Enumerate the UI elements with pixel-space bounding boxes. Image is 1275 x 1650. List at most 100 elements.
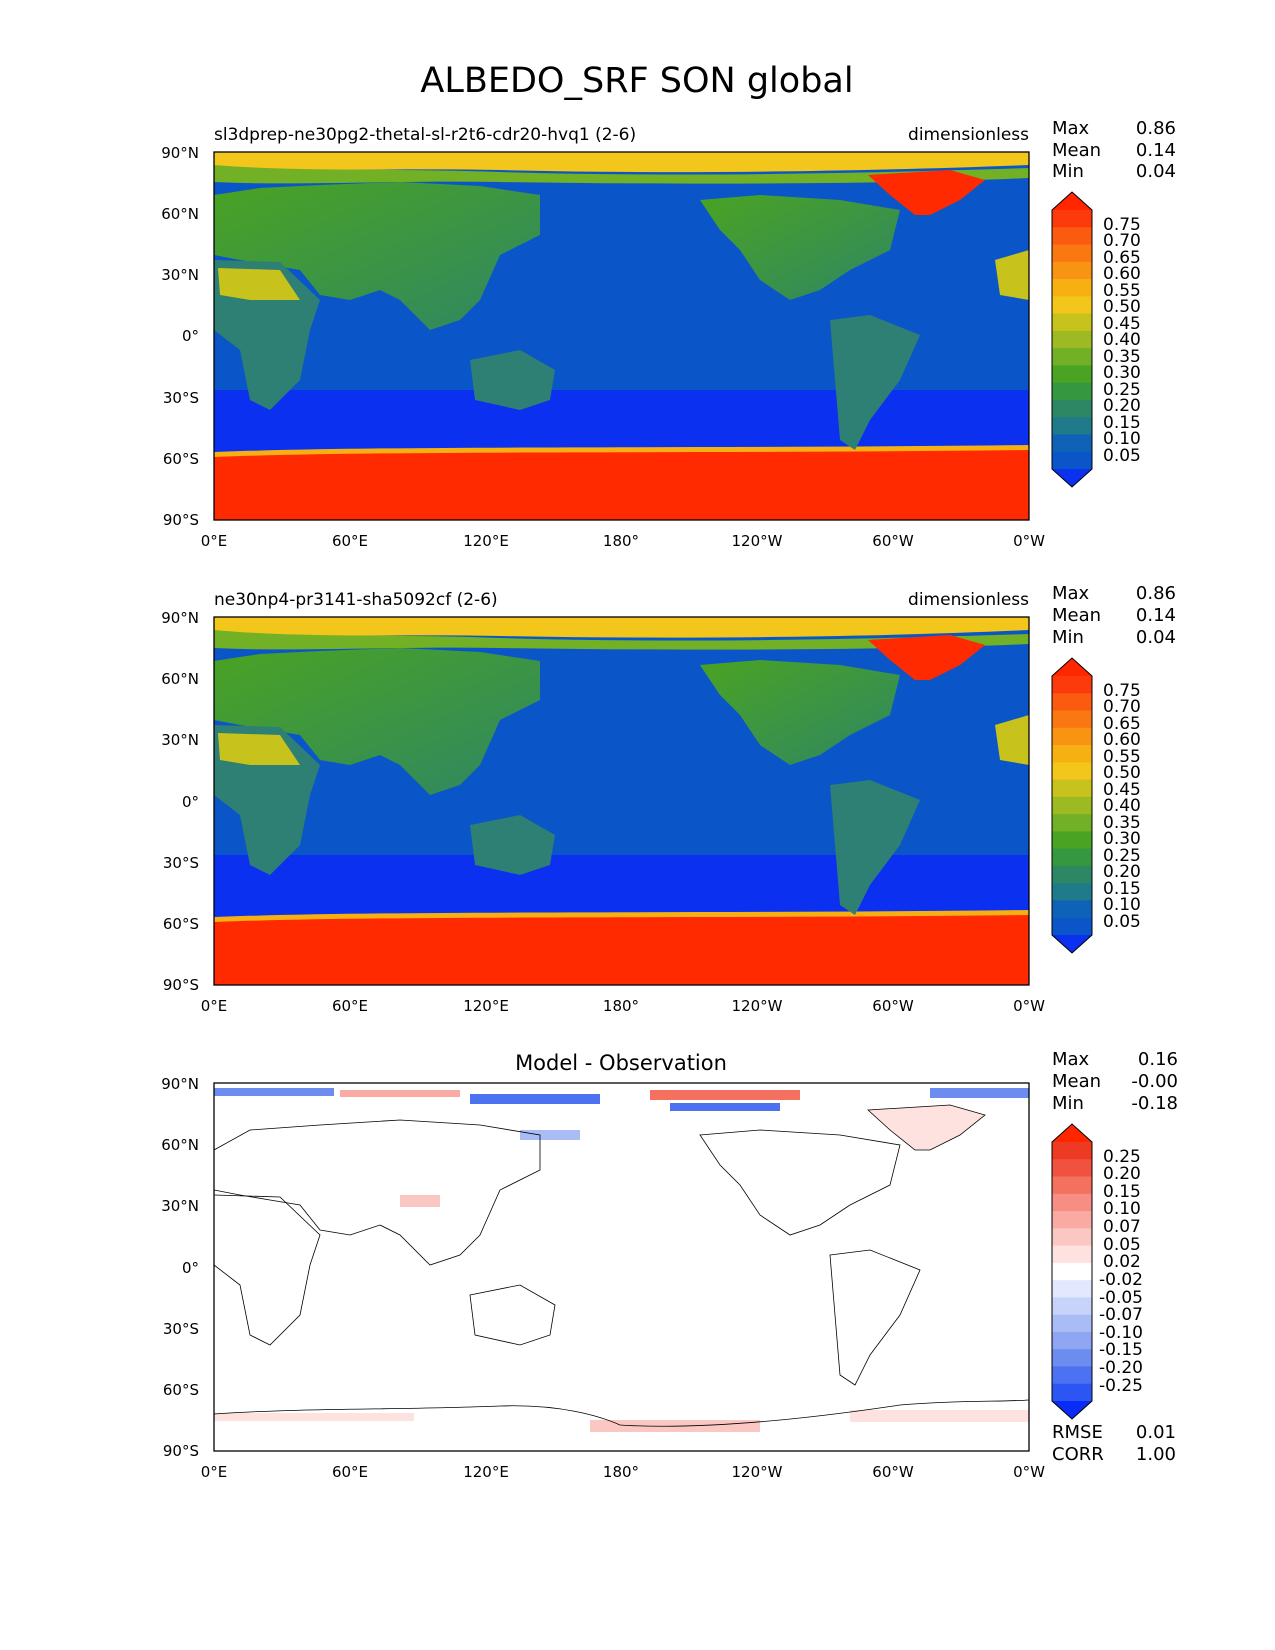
- colorbar-label: 0.70: [1103, 231, 1141, 251]
- y-tick-label: 30°N: [161, 266, 199, 284]
- y-tick-label: 60°N: [161, 1136, 199, 1154]
- colorbar-label: 0.05: [1103, 446, 1141, 466]
- stat-value-mean: 0.14: [1136, 605, 1176, 626]
- x-tick-label: 0°W: [1013, 1463, 1045, 1481]
- panel-reference-yticks: 90°N 60°N 30°N 0° 30°S 60°S 90°S: [161, 609, 199, 994]
- colorbar-swatch: [1052, 779, 1092, 798]
- x-tick-label: 60°E: [332, 997, 368, 1015]
- colorbar-label: 0.30: [1103, 363, 1141, 383]
- colorbar-label: 0.55: [1103, 747, 1141, 767]
- colorbar-label: -0.10: [1099, 1323, 1143, 1343]
- y-tick-label: 60°N: [161, 670, 199, 688]
- panel-reference-colorbar: 0.75 0.70 0.65 0.60 0.55 0.50 0.45 0.40 …: [1051, 657, 1141, 954]
- stat-value-min: 0.04: [1136, 161, 1176, 182]
- colorbar-swatch: [1052, 814, 1092, 832]
- land-eurasia: [214, 648, 540, 795]
- colorbar-swatch: [1052, 1349, 1092, 1367]
- panel-reference-title-left: ne30np4-pr3141-sha5092cf (2-6): [214, 590, 498, 610]
- panel-reference: ne30np4-pr3141-sha5092cf (2-6) dimension…: [161, 583, 1176, 1015]
- colorbar-label: -0.02: [1099, 1270, 1143, 1290]
- stat-label-mean: Mean: [1052, 605, 1101, 626]
- land-north-america: [700, 660, 900, 765]
- coast-antarctica: [214, 1399, 1029, 1427]
- stat-value-max: 0.86: [1136, 118, 1176, 139]
- stat-value-min: -0.18: [1131, 1093, 1178, 1114]
- y-tick-label: 30°N: [161, 731, 199, 749]
- x-tick-label: 60°W: [872, 997, 914, 1015]
- panel-reference-title-right: dimensionless: [908, 590, 1029, 610]
- land-west-europe: [995, 715, 1029, 765]
- land-greenland: [868, 635, 985, 680]
- panel-difference-map: [214, 1083, 1029, 1451]
- colorbar-label: 0.10: [1103, 1199, 1141, 1219]
- panel-test-frame: [213, 151, 1030, 521]
- y-tick-label: 0°: [182, 327, 199, 345]
- antarctic-ice: [214, 448, 1029, 520]
- panel-difference-colorbar: 0.25 0.20 0.15 0.10 0.07 0.05 0.02 -0.02…: [1051, 1123, 1143, 1420]
- colorbar-label: 0.60: [1103, 730, 1141, 750]
- colorbar-label: 0.25: [1103, 380, 1141, 400]
- diff-arctic-red2: [650, 1090, 800, 1100]
- x-tick-label: 120°W: [732, 1463, 783, 1481]
- land-north-america: [700, 195, 900, 300]
- panel-test-stats: Max 0.86 Mean 0.14 Min 0.04: [1052, 118, 1176, 182]
- arctic-band: [214, 152, 1029, 173]
- diff-tibet-red: [400, 1195, 440, 1207]
- colorbar-swatch: [1052, 313, 1092, 332]
- x-tick-label: 0°W: [1013, 532, 1045, 550]
- colorbar-label: 0.65: [1103, 714, 1141, 734]
- colorbar-extend-max: [1052, 1124, 1092, 1142]
- stat-label-min: Min: [1052, 161, 1084, 182]
- antarctic-ice: [214, 913, 1029, 985]
- colorbar-extend-min: [1052, 935, 1092, 953]
- colorbar-label: -0.20: [1099, 1358, 1143, 1378]
- stat-label-min: Min: [1052, 1093, 1084, 1114]
- colorbar-swatch: [1052, 1159, 1092, 1178]
- colorbar-labels: 0.75 0.70 0.65 0.60 0.55 0.50 0.45 0.40 …: [1103, 215, 1141, 466]
- land-south-america: [830, 315, 920, 450]
- coast-greenland: [867, 1104, 986, 1151]
- stat-value-min: 0.04: [1136, 627, 1176, 648]
- x-tick-label: 120°E: [463, 1463, 509, 1481]
- land-greenland: [868, 170, 985, 215]
- y-tick-label: 0°: [182, 793, 199, 811]
- colorbar-swatch: [1052, 883, 1092, 901]
- arctic-band: [214, 617, 1029, 638]
- colorbar-label: 0.05: [1103, 912, 1141, 932]
- diff-arctic-blue3: [670, 1103, 780, 1111]
- colorbar-swatch: [1052, 831, 1092, 850]
- panel-test-colorbar: 0.75 0.70 0.65 0.60 0.55 0.50 0.45 0.40 …: [1051, 191, 1141, 488]
- colorbar-label: 0.20: [1103, 862, 1141, 882]
- stat-value-max: 0.16: [1138, 1049, 1178, 1070]
- colorbar-label: 0.35: [1103, 347, 1141, 367]
- colorbar-label: 0.75: [1103, 215, 1141, 235]
- colorbar-label: -0.07: [1099, 1305, 1143, 1325]
- colorbar-swatch: [1052, 1383, 1092, 1402]
- colorbar-label: 0.55: [1103, 281, 1141, 301]
- panel-test-map: [214, 152, 1029, 520]
- colorbar-outline: [1051, 657, 1093, 954]
- colorbar-label: -0.25: [1099, 1376, 1143, 1396]
- colorbar-swatch: [1052, 1245, 1092, 1264]
- colorbar-swatch: [1052, 451, 1092, 470]
- diff-field: [214, 1083, 1029, 1451]
- y-tick-label: 30°S: [163, 389, 199, 407]
- colorbar-swatch: [1052, 1262, 1092, 1281]
- y-tick-label: 90°S: [163, 976, 199, 994]
- y-tick-label: 60°S: [163, 450, 199, 468]
- stat-label-max: Max: [1052, 1049, 1090, 1070]
- x-tick-label: 120°E: [463, 997, 509, 1015]
- land-eurasia: [214, 182, 540, 330]
- colorbar-outline: [1051, 191, 1093, 488]
- x-tick-label: 120°E: [463, 532, 509, 550]
- panel-difference-frame: [213, 1082, 1030, 1452]
- stat-label-min: Min: [1052, 627, 1084, 648]
- colorbar-swatch: [1052, 1280, 1092, 1298]
- colorbar-label: 0.05: [1103, 1235, 1141, 1255]
- colorbar-extend-max: [1052, 192, 1092, 210]
- colorbar-label: 0.45: [1103, 780, 1141, 800]
- colorbar-label: 0.40: [1103, 796, 1141, 816]
- land-sahara: [218, 268, 300, 300]
- colorbar-label: 0.50: [1103, 297, 1141, 317]
- x-tick-label: 60°E: [332, 1463, 368, 1481]
